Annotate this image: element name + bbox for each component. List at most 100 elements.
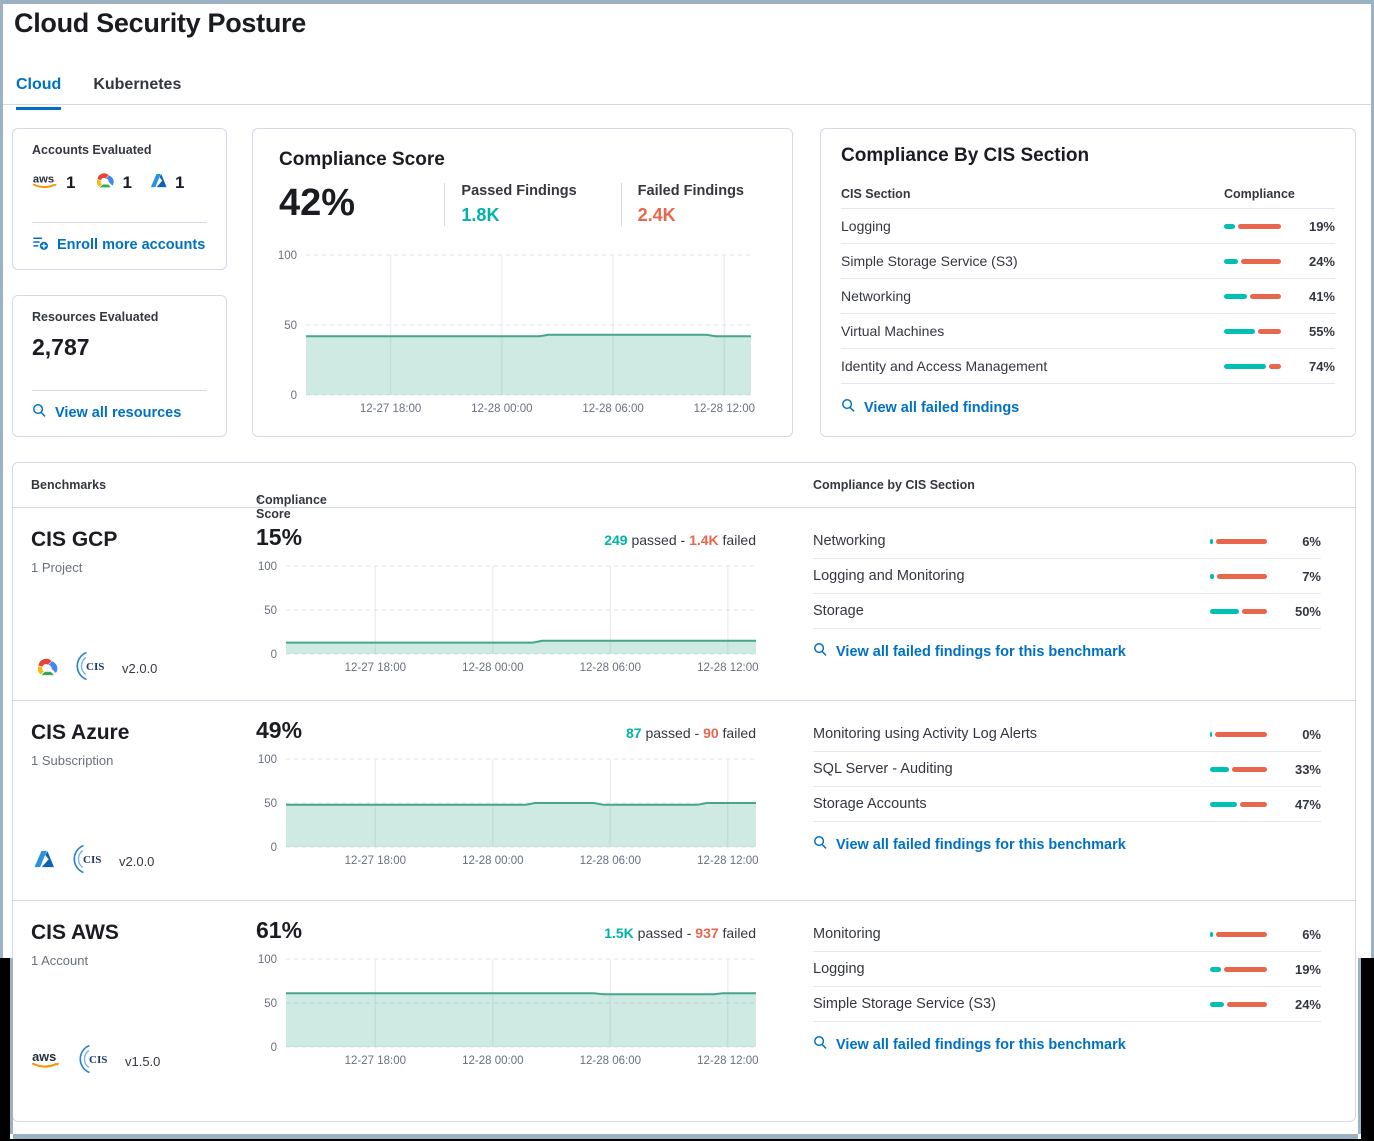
benchmark-name: CIS Azure bbox=[31, 721, 130, 744]
benchmarks-column-header: Benchmarks bbox=[31, 478, 107, 492]
screen-artifact-bottom bbox=[0, 1139, 1374, 1141]
page-title: Cloud Security Posture bbox=[14, 8, 306, 38]
enroll-more-accounts-link[interactable]: Enroll more accounts bbox=[32, 235, 207, 255]
cis-section-name: Logging bbox=[813, 961, 865, 977]
search-icon bbox=[813, 1035, 828, 1054]
benchmark-version: v2.0.0 bbox=[119, 854, 155, 869]
view-all-resources-link[interactable]: View all resources bbox=[32, 403, 207, 422]
gcp-count: 1 bbox=[122, 172, 132, 192]
svg-text:12-28 06:00: 12-28 06:00 bbox=[580, 662, 641, 674]
view-failed-findings-benchmark-label: View all failed findings for this benchm… bbox=[836, 836, 1126, 853]
enroll-accounts-icon bbox=[32, 235, 49, 255]
view-failed-findings-benchmark-link[interactable]: View all failed findings for this benchm… bbox=[813, 642, 1321, 661]
table-row: Virtual Machines 55% bbox=[841, 314, 1335, 349]
compliance-percent: 55% bbox=[1308, 323, 1335, 339]
svg-text:aws: aws bbox=[32, 1049, 56, 1064]
cis-logo: CIS bbox=[76, 1041, 112, 1082]
svg-text:50: 50 bbox=[284, 320, 297, 332]
svg-text:12-27 18:00: 12-27 18:00 bbox=[345, 1055, 406, 1067]
svg-text:12-28 06:00: 12-28 06:00 bbox=[582, 403, 643, 415]
compliance-percent: 41% bbox=[1308, 288, 1335, 304]
card-divider bbox=[32, 390, 207, 391]
svg-text:12-28 00:00: 12-28 00:00 bbox=[462, 662, 523, 674]
tab-cloud[interactable]: Cloud bbox=[16, 70, 62, 110]
table-row: Networking 6% bbox=[813, 524, 1321, 559]
passed-failed-summary: 87 passed - 90 failed bbox=[626, 725, 756, 741]
cis-section-name: Simple Storage Service (S3) bbox=[841, 253, 1018, 269]
sort-ascending-icon: ↑ bbox=[256, 493, 263, 507]
benchmarks-table-card: Benchmarks Compliance Score ↑ Compliance… bbox=[12, 462, 1356, 1122]
resources-evaluated-title: Resources Evaluated bbox=[32, 310, 159, 324]
benchmark-score: 49% bbox=[256, 717, 303, 743]
benchmark-name: CIS AWS bbox=[31, 921, 119, 944]
azure-icon bbox=[31, 847, 57, 876]
accounts-evaluated-card: Accounts Evaluated aws 1 1 bbox=[12, 128, 227, 270]
cis-section-name: Networking bbox=[841, 288, 912, 304]
svg-text:12-28 12:00: 12-28 12:00 bbox=[694, 403, 755, 415]
compliance-bar bbox=[1210, 608, 1267, 614]
aws-icon: aws bbox=[32, 171, 60, 195]
svg-text:100: 100 bbox=[258, 561, 277, 573]
benchmark-row-cis-aws: CIS AWS 1 Account aws CIS v1.5.0 61% 1.5… bbox=[13, 901, 1355, 1122]
window-border-bottom-right bbox=[1358, 958, 1361, 1134]
aws-icon: aws bbox=[31, 1048, 63, 1075]
svg-text:12-28 12:00: 12-28 12:00 bbox=[697, 662, 758, 674]
cis-section-column-header: CIS Section bbox=[841, 186, 911, 201]
svg-text:12-28 12:00: 12-28 12:00 bbox=[697, 1055, 758, 1067]
svg-text:12-28 00:00: 12-28 00:00 bbox=[462, 1055, 523, 1067]
cis-section-name: Networking bbox=[813, 533, 886, 549]
screen-artifact-left bbox=[0, 958, 10, 1141]
view-all-failed-findings-link[interactable]: View all failed findings bbox=[841, 398, 1335, 417]
benchmark-version: v2.0.0 bbox=[122, 661, 158, 676]
compliance-percent: 6% bbox=[1302, 533, 1321, 549]
compliance-bar bbox=[1224, 258, 1281, 264]
enroll-link-label: Enroll more accounts bbox=[57, 237, 206, 253]
view-resources-label: View all resources bbox=[55, 404, 182, 421]
compliance-percent: 50% bbox=[1294, 603, 1321, 619]
passed-failed-summary: 1.5K passed - 937 failed bbox=[604, 925, 756, 941]
cis-section-name: Simple Storage Service (S3) bbox=[813, 996, 996, 1012]
view-failed-findings-benchmark-link[interactable]: View all failed findings for this benchm… bbox=[813, 835, 1321, 854]
cis-section-name: Monitoring bbox=[813, 926, 881, 942]
search-icon bbox=[813, 642, 828, 661]
gcp-icon bbox=[31, 655, 60, 683]
table-row: SQL Server - Auditing 33% bbox=[813, 752, 1321, 787]
svg-text:12-28 00:00: 12-28 00:00 bbox=[471, 403, 532, 415]
compliance-percent: 0% bbox=[1302, 726, 1321, 742]
compliance-percent: 19% bbox=[1294, 961, 1321, 977]
table-row: Simple Storage Service (S3) 24% bbox=[813, 987, 1321, 1022]
benchmarks-table-header: Benchmarks Compliance Score ↑ Compliance… bbox=[13, 463, 1355, 521]
compliance-bar bbox=[1224, 328, 1281, 334]
svg-text:50: 50 bbox=[264, 605, 277, 617]
tab-kubernetes[interactable]: Kubernetes bbox=[93, 76, 182, 93]
cis-section-table: CIS Section Compliance Logging 19% Simpl… bbox=[841, 179, 1335, 384]
view-failed-findings-benchmark-link[interactable]: View all failed findings for this benchm… bbox=[813, 1035, 1321, 1054]
compliance-score-trend-chart: 100 50 0 12-27 18:00 12-28 00:00 12-28 06:00 1… bbox=[266, 249, 757, 424]
cis-logo: CIS bbox=[73, 648, 109, 689]
compliance-percent: 74% bbox=[1308, 358, 1335, 374]
svg-text:100: 100 bbox=[278, 250, 297, 262]
svg-text:CIS: CIS bbox=[89, 1054, 107, 1066]
table-row: Logging 19% bbox=[813, 952, 1321, 987]
benchmark-subtitle: 1 Project bbox=[31, 560, 83, 575]
benchmark-cis-sections: Networking 6% Logging and Monitoring 7% … bbox=[813, 524, 1321, 661]
failed-findings-label: Failed Findings bbox=[637, 183, 744, 199]
compliance-bar bbox=[1210, 1001, 1267, 1007]
failed-findings-stat: Failed Findings 2.4K bbox=[620, 183, 744, 226]
svg-text:12-28 06:00: 12-28 06:00 bbox=[580, 1055, 641, 1067]
aws-count: 1 bbox=[66, 172, 76, 192]
table-row: Logging 19% bbox=[841, 209, 1335, 244]
passed-failed-summary: 249 passed - 1.4K failed bbox=[604, 532, 756, 548]
compliance-percent: 33% bbox=[1294, 761, 1321, 777]
svg-text:aws: aws bbox=[33, 173, 54, 185]
svg-text:0: 0 bbox=[271, 842, 277, 854]
compliance-bar bbox=[1210, 573, 1267, 579]
cis-section-name: SQL Server - Auditing bbox=[813, 761, 953, 777]
tabs-divider bbox=[3, 104, 1371, 105]
compliance-percent: 19% bbox=[1308, 218, 1335, 234]
gcp-icon bbox=[91, 170, 116, 195]
azure-account-count: 1 bbox=[148, 171, 184, 195]
cis-azure-trend-chart: 100 50 0 12-27 18:00 12-28 00:00 12-28 06:00 1… bbox=[246, 753, 762, 878]
svg-text:12-27 18:00: 12-27 18:00 bbox=[345, 662, 406, 674]
svg-text:100: 100 bbox=[258, 754, 277, 766]
